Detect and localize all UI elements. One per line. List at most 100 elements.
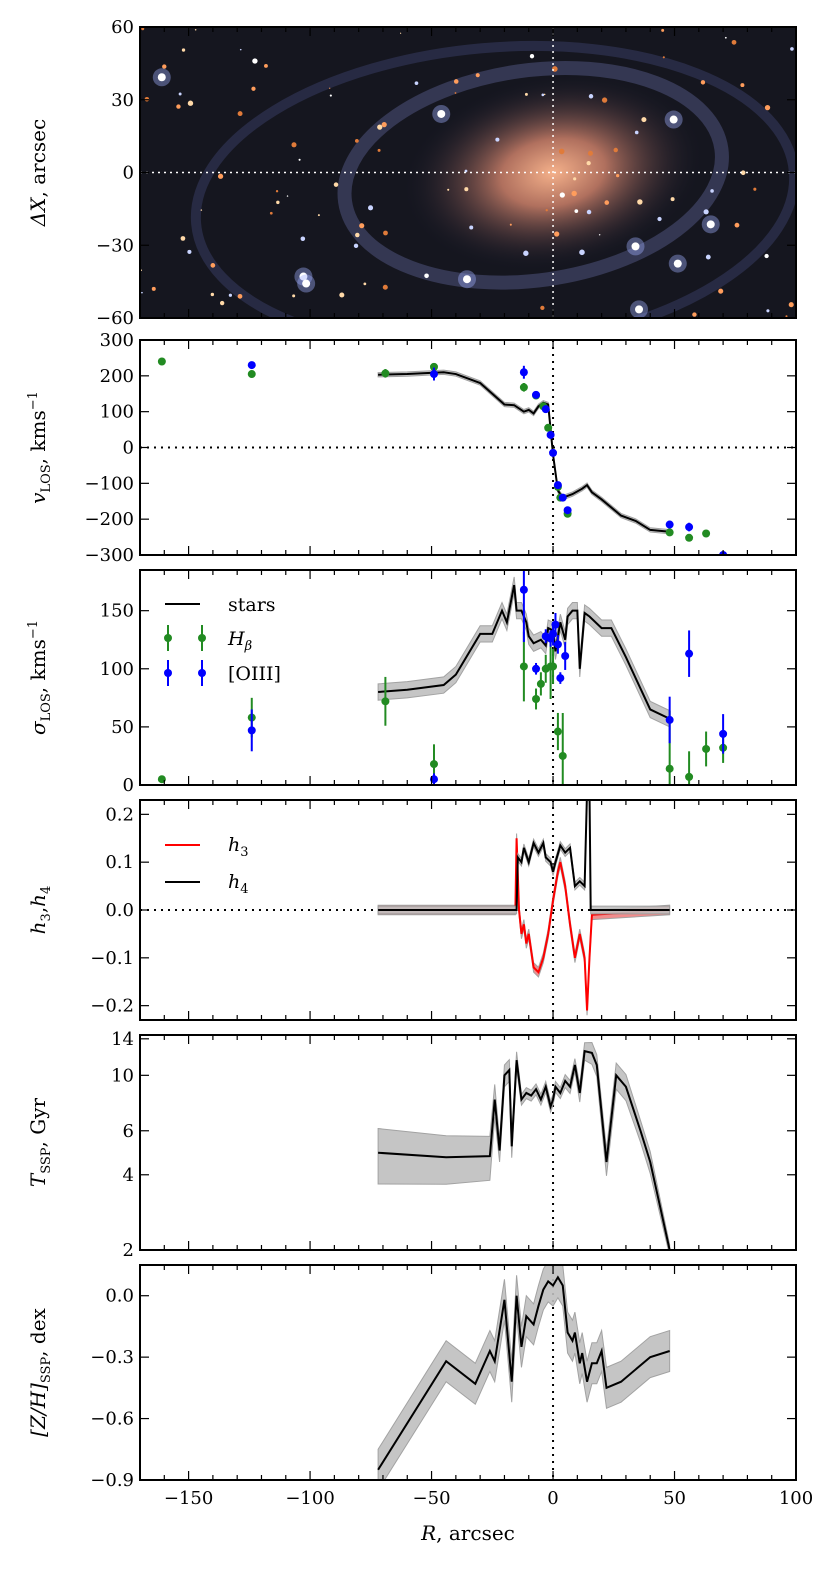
y-tick-label: 14 bbox=[111, 1029, 134, 1050]
metallicity-panel: 0.0 −0.3 −0.6 −0.9 [Z/H]SSP, dex −150 −100 −50 0… bbox=[26, 1264, 813, 1545]
vlos-panel: 300 200 100 0 −100 −200 −300 vLOS, kms−1 bbox=[26, 330, 797, 566]
oiii-point bbox=[532, 664, 541, 673]
hbeta-point bbox=[685, 772, 694, 781]
ylabel-symbol: h bbox=[26, 894, 50, 907]
bright-star bbox=[669, 115, 678, 124]
star bbox=[495, 137, 500, 142]
hbeta-point bbox=[247, 370, 256, 379]
star bbox=[228, 293, 232, 297]
y-axis-label: ΔX, arcsec bbox=[26, 119, 50, 227]
age-line bbox=[378, 1049, 671, 1250]
spiral-arm bbox=[337, 60, 729, 290]
star bbox=[219, 300, 225, 306]
plot-area bbox=[377, 1265, 671, 1480]
star bbox=[414, 81, 419, 85]
ylabel-subscript: SSP bbox=[39, 1357, 54, 1384]
star bbox=[210, 263, 216, 268]
star bbox=[558, 148, 565, 155]
oiii-point bbox=[561, 652, 570, 660]
ylabel-subscript: LOS bbox=[39, 464, 54, 492]
star bbox=[571, 190, 577, 197]
y-tick-label: 100 bbox=[100, 402, 134, 423]
hbeta-point bbox=[702, 744, 711, 753]
legend-stars-label: stars bbox=[228, 594, 276, 616]
star bbox=[291, 142, 297, 148]
star bbox=[275, 190, 279, 193]
plot-area bbox=[377, 1035, 671, 1250]
plot-area bbox=[157, 570, 728, 785]
hbeta-point bbox=[665, 528, 674, 537]
star bbox=[588, 94, 594, 99]
star bbox=[151, 286, 156, 291]
star bbox=[367, 205, 374, 211]
y-tick-label: −0.9 bbox=[90, 1470, 134, 1491]
star bbox=[464, 187, 469, 192]
star bbox=[579, 249, 585, 256]
legend-hbeta-symbol: H bbox=[227, 628, 245, 650]
legend-hbeta-marker bbox=[164, 634, 172, 642]
bright-star bbox=[157, 73, 166, 82]
star bbox=[329, 87, 331, 89]
star bbox=[545, 209, 548, 212]
star bbox=[447, 188, 450, 191]
star bbox=[298, 158, 301, 161]
y-tick-label: −0.6 bbox=[90, 1409, 134, 1430]
age-panel: 2 4 6 10 14 TSSP, Gyr bbox=[26, 1029, 797, 1261]
star bbox=[529, 54, 535, 59]
hbeta-point bbox=[519, 383, 528, 392]
hbeta-point bbox=[381, 697, 390, 706]
legend-h4-symbol: h bbox=[228, 871, 240, 893]
y-tick-label: −200 bbox=[85, 509, 134, 530]
oiii-point bbox=[549, 448, 558, 457]
h4-band bbox=[377, 800, 671, 915]
star bbox=[353, 243, 359, 249]
y-tick-label: 6 bbox=[123, 1121, 134, 1142]
star bbox=[237, 111, 243, 117]
y-tick-label: 0.0 bbox=[105, 900, 134, 921]
star bbox=[764, 104, 771, 111]
hbeta-point bbox=[536, 679, 545, 688]
hbeta-point bbox=[544, 423, 553, 432]
ylabel-superscript: −1 bbox=[26, 391, 41, 410]
star bbox=[613, 147, 618, 153]
star bbox=[662, 56, 665, 59]
ylabel-text: , bbox=[26, 907, 50, 913]
bright-star bbox=[299, 272, 308, 281]
hbeta-point bbox=[685, 533, 694, 542]
oiii-point bbox=[532, 390, 541, 399]
ylabel-text: , arcsec bbox=[26, 119, 50, 198]
y-tick-label: 200 bbox=[100, 366, 134, 387]
ylabel-subscript: LOS bbox=[39, 693, 54, 721]
star bbox=[657, 216, 662, 222]
star bbox=[724, 36, 727, 39]
bright-star bbox=[302, 279, 311, 288]
oiii-point bbox=[685, 523, 694, 532]
ylabel-text: , Gyr bbox=[26, 1097, 50, 1147]
star bbox=[766, 309, 770, 313]
y-tick-label: 150 bbox=[100, 601, 134, 622]
plot-area bbox=[140, 340, 796, 555]
hbeta-point bbox=[665, 764, 674, 773]
axes-frame bbox=[139, 1034, 797, 1251]
y-tick-label: 0 bbox=[123, 775, 134, 796]
oiii-point bbox=[665, 715, 674, 724]
legend-h3-subscript: 3 bbox=[240, 845, 248, 860]
y-tick-label: 300 bbox=[100, 330, 134, 351]
star bbox=[700, 80, 706, 85]
star bbox=[637, 199, 643, 205]
axes-frame bbox=[139, 569, 797, 786]
hbeta-point bbox=[519, 662, 528, 671]
star bbox=[604, 200, 610, 205]
ylabel-text: , kms bbox=[26, 410, 50, 464]
star bbox=[292, 294, 296, 298]
star bbox=[181, 48, 186, 52]
star bbox=[453, 79, 459, 84]
star bbox=[276, 200, 280, 205]
x-tick-label: 50 bbox=[663, 1488, 686, 1509]
star bbox=[788, 302, 794, 308]
legend-oiii-label: [OIII] bbox=[228, 663, 281, 685]
y-tick-label: −60 bbox=[96, 308, 134, 329]
